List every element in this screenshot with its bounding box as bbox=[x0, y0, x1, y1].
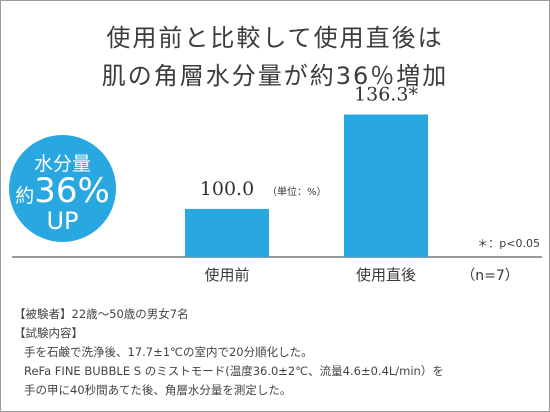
badge-percent: 36% bbox=[34, 171, 110, 211]
footnote-method-line: ReFa FINE BUBBLE S のミストモード(温度36.0±2℃、流量4… bbox=[24, 364, 444, 378]
footnote-method-line: 手を石鹸で洗浄後、17.7±1℃の室内で20分順化した。 bbox=[24, 345, 313, 359]
significance-note: ＊：p<0.05 bbox=[477, 237, 540, 250]
bar-chart: 100.0 使用前 （単位：%） 136.3* 使用直後 ＊：p<0.05 （n=7） bbox=[12, 84, 542, 284]
value-label-1: 100.0 bbox=[200, 178, 254, 200]
sample-size-note: （n=7） bbox=[461, 268, 519, 284]
bar-1 bbox=[185, 208, 269, 257]
badge-prefix: 約 bbox=[15, 185, 35, 207]
moisture-up-badge: 水分量 約36% UP bbox=[9, 135, 116, 242]
badge-line-3: UP bbox=[46, 207, 79, 235]
category-label-1: 使用前 bbox=[204, 266, 249, 284]
title-line-2: 肌の角層水分量が約36％増加 bbox=[101, 62, 449, 90]
footnote-method-line: 手の甲に40秒間あてた後、角層水分量を測定した。 bbox=[24, 383, 292, 397]
footnotes: 【被験者】22歳〜50歳の男女7名 【試験内容】 手を石鹸で洗浄後、17.7±1… bbox=[14, 305, 544, 400]
category-label-2: 使用直後 bbox=[356, 266, 416, 284]
value-label-2: 136.3* bbox=[354, 84, 418, 106]
title-line-1: 使用前と比較して使用直後は bbox=[106, 24, 444, 52]
badge-line-1: 水分量 bbox=[33, 153, 91, 175]
footnote-subjects: 【被験者】22歳〜50歳の男女7名 bbox=[14, 307, 189, 321]
footnote-method-heading: 【試験内容】 bbox=[14, 326, 83, 340]
unit-note: （単位：%） bbox=[267, 185, 327, 198]
badge-line-2: 約36% bbox=[9, 171, 116, 211]
bar-2 bbox=[344, 114, 428, 258]
